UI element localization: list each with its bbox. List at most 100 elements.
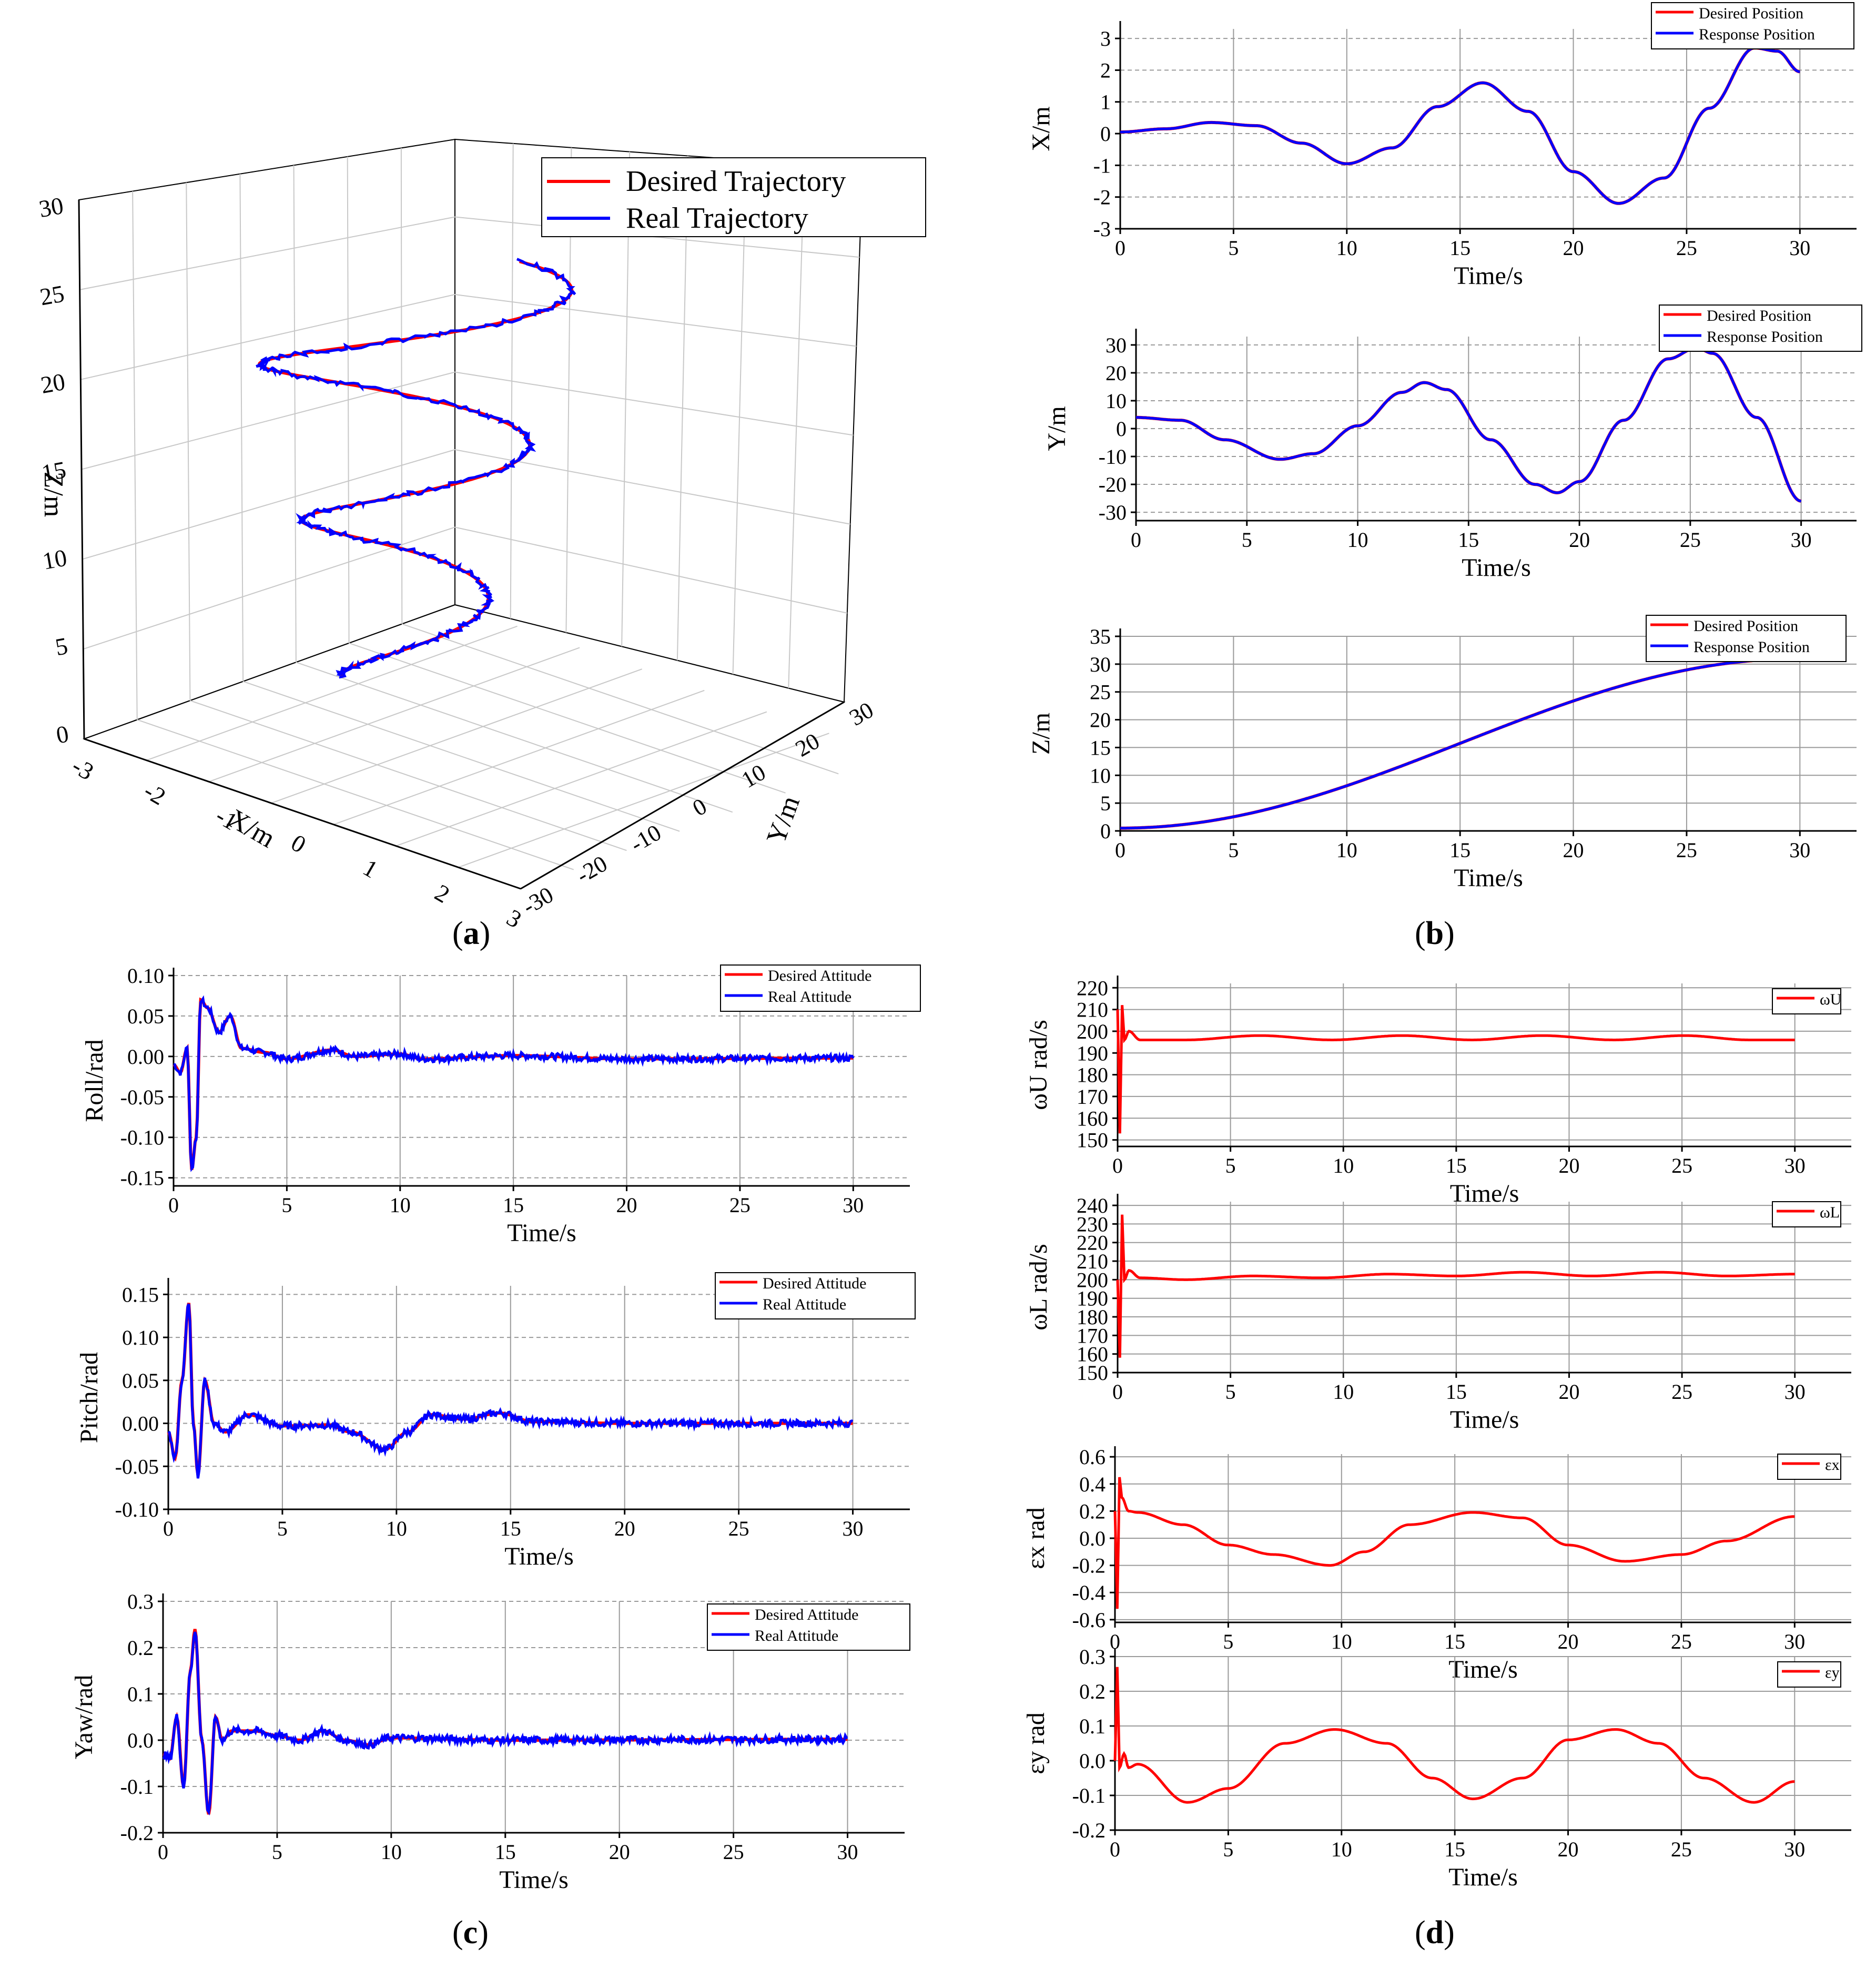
x-tick-label: 30 (837, 1840, 858, 1864)
x-tick-label: 15 (503, 1193, 524, 1217)
chart-posZ: 0 5 10 15 20 25 3005101520253035Time/sZ/mDesir… (1027, 615, 1857, 892)
y-tick-label: 0.3 (127, 1590, 154, 1613)
x-tick-label: 15 (1444, 1630, 1465, 1653)
series-line-1 (167, 1303, 854, 1479)
y-axis-label: ωL rad/s (1025, 1244, 1052, 1330)
trajectory-1 (256, 258, 576, 679)
legend: Desired Attitude Real Attitude (720, 964, 921, 1012)
x-axis-label: Time/s (1450, 1180, 1519, 1207)
y-axis-label: ωU rad/s (1025, 1020, 1052, 1110)
series-line-0 (1113, 1667, 1795, 1804)
chart-traj3d: 051015202530-3-2-10123-30-20-100102030Z/… (37, 138, 926, 933)
y-tick-label: 0.0 (1079, 1527, 1106, 1550)
legend-box (1646, 615, 1847, 662)
x-tick-label-3d: -3 (67, 752, 98, 785)
x-tick-label: 0 (1112, 1380, 1123, 1404)
y-tick-label: 0.05 (122, 1369, 159, 1393)
y-tick-label-3d: 0 (688, 793, 711, 821)
y-tick-label: 0.2 (127, 1636, 154, 1660)
x-tick-label: 10 (1347, 528, 1368, 552)
x-tick-label: 5 (1228, 236, 1239, 260)
series-line-1 (162, 1631, 848, 1816)
legend: ωL (1772, 1201, 1841, 1227)
y-tick-label: -0.4 (1072, 1581, 1106, 1605)
x-tick-label: 0 (168, 1193, 179, 1217)
legend-label: Desired Position (1699, 5, 1803, 22)
y-tick-label: -3 (1093, 217, 1111, 241)
x-tick-label: 25 (728, 1517, 749, 1540)
x-tick-label: 5 (1223, 1837, 1233, 1861)
legend-label: εx (1825, 1456, 1840, 1474)
legend-label: Desired Attitude (755, 1606, 858, 1623)
y-tick-label: -0.2 (120, 1821, 154, 1845)
legend-label: Real Attitude (768, 988, 851, 1006)
y-axis-label: Roll/rad (80, 1039, 108, 1122)
x-tick-label: 25 (1671, 1630, 1692, 1653)
x-tick-label: 30 (1784, 1630, 1805, 1653)
legend-box (715, 1272, 916, 1319)
legend-box (1651, 2, 1854, 49)
x-tick-label: 0 (1115, 838, 1125, 862)
grid-floor-a (190, 700, 627, 851)
y-axis-label: X/m (1027, 106, 1055, 151)
y-tick-label: -0.10 (120, 1126, 164, 1150)
legend: Desired Attitude Real Attitude (715, 1272, 916, 1319)
x-tick-label: 0 (163, 1517, 174, 1540)
y-tick-label: 0 (1100, 819, 1111, 843)
grid-floor-b (208, 647, 580, 783)
x-axis-label: Time/s (1448, 1656, 1518, 1683)
legend: Desired Trajectory Real Trajectory (541, 157, 926, 237)
y-tick-label: 1 (1100, 90, 1111, 114)
x-tick-label: 0 (1131, 528, 1141, 552)
x-tick-label-3d: 3 (502, 904, 526, 933)
x-axis-label: Time/s (499, 1866, 569, 1894)
x-axis-label: Time/s (1454, 262, 1523, 290)
chart-posX: 0 5 10 15 20 25 30 -3 -2 -1 0 1 2 3 Time/s X/m Desired P… (1027, 2, 1857, 290)
y-axis-label: Pitch/rad (75, 1352, 103, 1443)
y-tick-label: -0.1 (120, 1775, 154, 1799)
x-tick-label: 30 (843, 1193, 864, 1217)
x-tick-label: 10 (390, 1193, 411, 1217)
series-line-1 (1120, 46, 1800, 205)
z-tick-label: 5 (53, 632, 70, 661)
y-tick-label: 0.1 (1079, 1714, 1106, 1738)
x-tick-label: 25 (1676, 838, 1697, 862)
x-tick-label: 10 (1331, 1630, 1352, 1653)
x-tick-label: 30 (1784, 1380, 1806, 1404)
x-tick-label: 25 (1671, 1380, 1692, 1404)
y-tick-label: 25 (1090, 681, 1111, 704)
legend-label: Response Position (1699, 26, 1815, 43)
caption-b: (b) (1415, 916, 1455, 951)
y-tick-label: 230 (1077, 1212, 1108, 1236)
y-tick-label: 150 (1077, 1361, 1108, 1385)
y-tick-label: 0 (1116, 417, 1127, 441)
grid-floor-b (333, 689, 705, 825)
y-tick-label: -30 (1099, 501, 1127, 524)
y-tick-label: 240 (1077, 1194, 1108, 1217)
y-tick-label: 220 (1077, 976, 1108, 1000)
y-tick-label: 30 (1090, 653, 1111, 676)
y-tick-label: 3 (1100, 27, 1111, 50)
back-wall-left (78, 138, 455, 740)
y-tick-label: -0.05 (120, 1085, 164, 1109)
legend-label: Desired Trajectory (626, 165, 846, 198)
caption-a: (a) (452, 916, 491, 951)
y-tick-label: 210 (1077, 998, 1108, 1022)
chart-roll: 0 5 10 15 20 25 30 -0.15 -0.10 -0.05 0.00 0.05 0.10 T… (80, 964, 921, 1247)
x-tick-label-3d: 2 (430, 879, 454, 908)
z-tick-label: 20 (39, 368, 67, 399)
z-axis-3d (78, 199, 85, 739)
x-tick-label: 15 (1449, 236, 1471, 260)
x-tick-label: 10 (1333, 1154, 1354, 1177)
y-tick-label: 180 (1077, 1305, 1108, 1329)
grid-z (83, 526, 848, 650)
x-tick-label: 25 (1671, 1154, 1692, 1177)
x-axis-label: Time/s (1454, 864, 1523, 892)
z-tick-label: 30 (37, 192, 65, 222)
x-tick-label: 15 (495, 1840, 516, 1864)
y-tick-label: 20 (1106, 361, 1127, 385)
x-tick-label: 10 (1331, 1837, 1352, 1861)
grid-floor-b (271, 668, 643, 804)
